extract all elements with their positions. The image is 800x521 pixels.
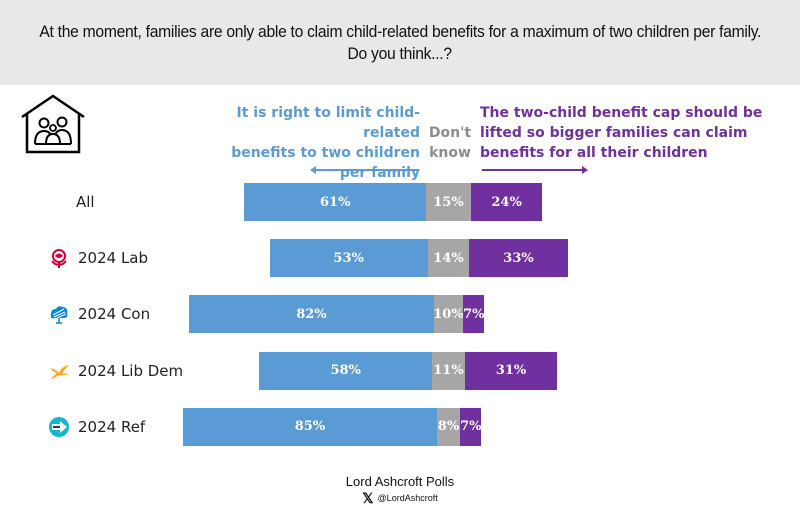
data-label: 53% [333,250,364,266]
category-label: 2024 Ref [48,408,145,446]
legend-limit: It is right to limit child-related benef… [180,103,420,183]
legend-limit-line: per family [339,165,420,181]
bar-segment-limit: 85% [183,407,437,446]
data-label: 11% [433,363,464,379]
bar-segment-lift: 31% [464,351,558,390]
question-header: At the moment, families are only able to… [0,0,800,85]
bar-segment-limit: 82% [189,295,434,334]
labour-rose-icon [48,247,70,269]
arrow-left-icon [310,166,418,174]
bar-segment-dont-know: 14% [427,239,470,278]
arrow-right-icon [482,166,588,174]
category-label-text: 2024 Ref [78,417,146,436]
category-label-text: 2024 Lib Dem [78,361,184,380]
bar-segment-limit: 61% [244,183,427,221]
data-label: 58% [330,363,361,379]
source-label: Lord Ashcroft Polls [345,474,455,489]
house-family-icon [21,94,85,154]
data-label: 24% [491,194,522,210]
data-label: 31% [495,363,527,379]
reform-arrow-icon [48,416,70,438]
legend-lift-line: benefits for all their children [480,145,708,161]
data-label: 33% [503,250,534,266]
category-label-text: 2024 Con [78,305,151,324]
bar-segment-dont-know: 8% [436,407,461,446]
bar-segment-lift: 7% [463,295,485,334]
data-label: 61% [320,194,351,210]
legend-limit-line: benefits to two children [231,145,420,161]
bar-segment-lift: 33% [469,239,568,278]
x-logo-icon: 𝕏 [362,490,374,506]
twitter-handle: 𝕏 @LordAshcroft [362,491,437,505]
data-label: 7% [460,419,482,435]
bar-segment-lift: 24% [470,183,543,221]
conservative-tree-icon [48,303,70,325]
data-label: 82% [296,306,327,322]
bar-segment-lift: 7% [460,407,482,446]
handle-text: @LordAshcroft [377,493,438,503]
legend-limit-line: It is right to limit child-related [236,105,420,141]
category-label: All [76,183,95,221]
category-label-text: All [76,193,95,211]
category-label: 2024 Lab [48,239,148,277]
footer: Lord Ashcroft Polls 𝕏 @LordAshcroft [0,474,800,508]
libdem-bird-icon [48,360,70,382]
data-label: 7% [463,306,485,322]
bar-segment-dont-know: 15% [426,183,471,221]
data-label: 14% [433,250,464,266]
category-label: 2024 Lib Dem [48,352,183,390]
legend-lift-line: The two-child benefit cap should be [480,105,763,121]
bar-segment-dont-know: 10% [433,295,464,334]
data-label: 10% [433,306,464,322]
data-label: 15% [433,194,464,210]
question-line-2: Do you think...? [347,43,453,63]
data-label: 8% [437,419,460,435]
legend-lift-line: lifted so bigger families can claim [480,125,748,141]
legend-dont-know: Don't know [428,123,472,163]
category-label-text: 2024 Lab [78,249,149,268]
data-label: 85% [294,419,326,435]
bar-segment-limit: 58% [259,351,433,390]
legend-lift: The two-child benefit cap should be lift… [480,103,780,163]
legend-dont-know-line: know [429,145,471,161]
legend-dont-know-line: Don't [428,125,472,141]
question-line-1: At the moment, families are only able to… [39,21,761,41]
bar-segment-dont-know: 11% [432,351,465,390]
bar-segment-limit: 53% [269,239,428,278]
category-label: 2024 Con [48,295,150,333]
